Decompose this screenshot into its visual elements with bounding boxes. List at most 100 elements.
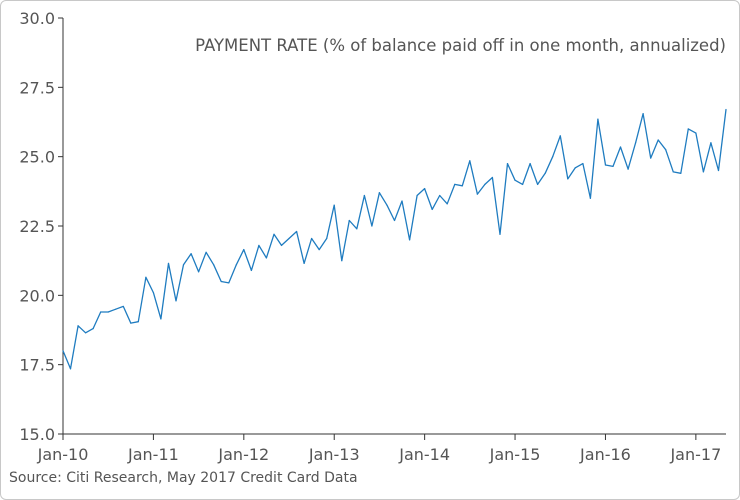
data-point: [273, 233, 275, 235]
data-point: [363, 194, 365, 197]
data-point: [280, 244, 283, 247]
y-tick-label: 27.5: [19, 78, 55, 97]
axes: [58, 17, 726, 440]
data-point: [348, 219, 350, 222]
data-point: [484, 183, 486, 185]
data-point: [122, 305, 124, 308]
data-point: [491, 176, 494, 179]
data-point: [552, 156, 554, 158]
x-tick-label: Jan-11: [127, 445, 179, 464]
data-point: [642, 113, 644, 115]
data-point: [408, 239, 411, 241]
data-point: [311, 237, 313, 240]
y-tick-label: 25.0: [19, 148, 55, 167]
payment-rate-series-line: [62, 109, 727, 370]
data-point: [416, 194, 418, 197]
data-point: [476, 193, 478, 195]
y-tick-label: 17.5: [19, 356, 55, 375]
data-point: [725, 108, 727, 111]
data-point: [228, 282, 230, 284]
data-point: [182, 264, 185, 266]
data-point: [220, 280, 222, 283]
data-point: [326, 237, 328, 240]
data-point: [341, 260, 343, 262]
data-point: [69, 368, 72, 370]
data-point: [107, 311, 109, 313]
data-point: [634, 142, 637, 144]
data-point: [680, 172, 682, 174]
data-point: [529, 163, 531, 165]
data-point: [665, 149, 667, 151]
chart-title: PAYMENT RATE (% of balance paid off in o…: [195, 36, 726, 55]
data-point: [378, 192, 381, 194]
data-point: [100, 311, 102, 313]
data-point: [145, 276, 147, 278]
data-point: [672, 171, 674, 173]
data-point: [356, 228, 358, 230]
data-point: [62, 350, 64, 352]
x-tick-label: Jan-15: [489, 445, 541, 464]
data-point: [258, 244, 260, 247]
data-point: [250, 269, 252, 271]
data-point: [137, 321, 139, 323]
data-point: [717, 169, 720, 172]
data-point: [582, 163, 584, 165]
x-tick-label: Jan-13: [308, 445, 360, 464]
data-point: [454, 183, 456, 185]
data-point: [506, 163, 509, 165]
data-point: [160, 318, 162, 320]
data-point: [559, 135, 561, 137]
data-point: [243, 248, 245, 251]
data-point: [333, 204, 335, 206]
data-point: [544, 172, 546, 174]
y-tick-label: 20.0: [19, 286, 55, 305]
data-point: [152, 291, 155, 294]
data-point: [424, 187, 426, 190]
data-point: [657, 139, 659, 141]
data-point: [213, 264, 215, 266]
data-point: [115, 308, 117, 310]
tick-labels: 15.0 17.5 20.0 22.5 25.0 27.5 30.0 Jan-10 Jan-11…: [19, 9, 721, 464]
data-point: [604, 164, 607, 166]
x-tick-label: Jan-14: [398, 445, 450, 464]
y-tick-label: 30.0: [19, 9, 55, 28]
y-tick-label: 22.5: [19, 217, 55, 236]
data-point: [393, 219, 396, 222]
data-point: [386, 204, 388, 206]
y-tick-label: 15.0: [19, 425, 55, 444]
data-point: [612, 165, 614, 167]
data-point: [574, 167, 576, 169]
data-point: [77, 325, 79, 327]
data-point: [371, 225, 373, 227]
data-point: [499, 233, 501, 235]
data-point: [514, 179, 516, 181]
data-point: [439, 194, 441, 197]
data-point: [619, 146, 622, 148]
data-point: [627, 168, 629, 170]
data-point: [318, 248, 320, 251]
data-point: [235, 264, 237, 266]
data-point: [687, 128, 689, 130]
x-tick-label: Jan-10: [37, 445, 89, 464]
data-point: [431, 208, 433, 210]
data-point: [469, 160, 471, 162]
data-point: [650, 157, 652, 159]
data-point: [702, 171, 704, 173]
data-point: [521, 183, 524, 185]
x-tick-label: Jan-12: [217, 445, 269, 464]
payment-rate-chart: PAYMENT RATE (% of balance paid off in o…: [19, 9, 727, 464]
data-point: [567, 178, 569, 180]
source-note: Source: Citi Research, May 2017 Credit C…: [9, 470, 358, 486]
data-point: [130, 322, 132, 324]
data-point: [205, 251, 207, 253]
data-point: [401, 200, 403, 202]
data-point: [295, 230, 298, 233]
data-point: [537, 183, 539, 185]
data-point: [288, 237, 290, 240]
x-tick-label: Jan-16: [579, 445, 631, 464]
data-point: [190, 253, 192, 255]
data-point: [461, 185, 463, 187]
data-point: [175, 300, 177, 302]
data-point: [303, 262, 305, 265]
